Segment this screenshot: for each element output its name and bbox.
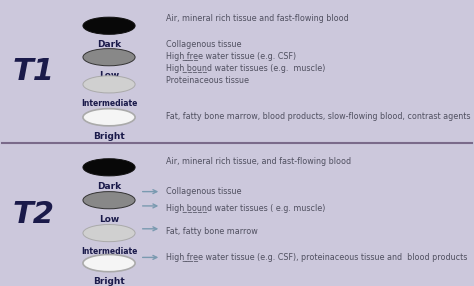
Text: High ̲f̲r̲e̲e water tissue (e.g. CSF), proteinaceous tissue and  blood products: High ̲f̲r̲e̲e water tissue (e.g. CSF), p… bbox=[166, 253, 467, 262]
Text: Fat, fatty bone marrow, blood products, slow-flowing blood, contrast agents: Fat, fatty bone marrow, blood products, … bbox=[166, 112, 470, 120]
Ellipse shape bbox=[83, 76, 135, 93]
Ellipse shape bbox=[83, 225, 135, 242]
Text: Dark: Dark bbox=[97, 182, 121, 190]
Text: High ̲b̲o̲u̲n̲d water tissues (e.g.  muscle): High ̲b̲o̲u̲n̲d water tissues (e.g. musc… bbox=[166, 64, 325, 73]
Text: Dark: Dark bbox=[97, 40, 121, 49]
Ellipse shape bbox=[83, 109, 135, 126]
Text: Intermediate: Intermediate bbox=[81, 99, 137, 108]
Text: Low: Low bbox=[99, 214, 119, 223]
Ellipse shape bbox=[83, 49, 135, 66]
Text: Bright: Bright bbox=[93, 277, 125, 286]
Text: Fat, fatty bone marrow: Fat, fatty bone marrow bbox=[166, 227, 258, 236]
Text: Air, mineral rich tissue, and fast-flowing blood: Air, mineral rich tissue, and fast-flowi… bbox=[166, 157, 351, 166]
Text: Low: Low bbox=[99, 72, 119, 80]
Text: T1: T1 bbox=[12, 57, 54, 86]
Ellipse shape bbox=[83, 159, 135, 176]
Text: High ̲b̲o̲u̲n̲d water tissues ( e.g. muscle): High ̲b̲o̲u̲n̲d water tissues ( e.g. mus… bbox=[166, 204, 325, 213]
Text: High ̲f̲r̲e̲e water tissue (e.g. CSF): High ̲f̲r̲e̲e water tissue (e.g. CSF) bbox=[166, 52, 296, 61]
Text: Proteinaceous tissue: Proteinaceous tissue bbox=[166, 76, 249, 85]
Text: Bright: Bright bbox=[93, 132, 125, 140]
Text: Collagenous tissue: Collagenous tissue bbox=[166, 40, 241, 49]
Ellipse shape bbox=[83, 17, 135, 34]
Text: Air, mineral rich tissue and fast-flowing blood: Air, mineral rich tissue and fast-flowin… bbox=[166, 14, 349, 23]
Text: Intermediate: Intermediate bbox=[81, 247, 137, 256]
Text: Collagenous tissue: Collagenous tissue bbox=[166, 187, 241, 196]
Ellipse shape bbox=[83, 255, 135, 272]
Ellipse shape bbox=[83, 192, 135, 209]
Text: T2: T2 bbox=[12, 200, 54, 229]
